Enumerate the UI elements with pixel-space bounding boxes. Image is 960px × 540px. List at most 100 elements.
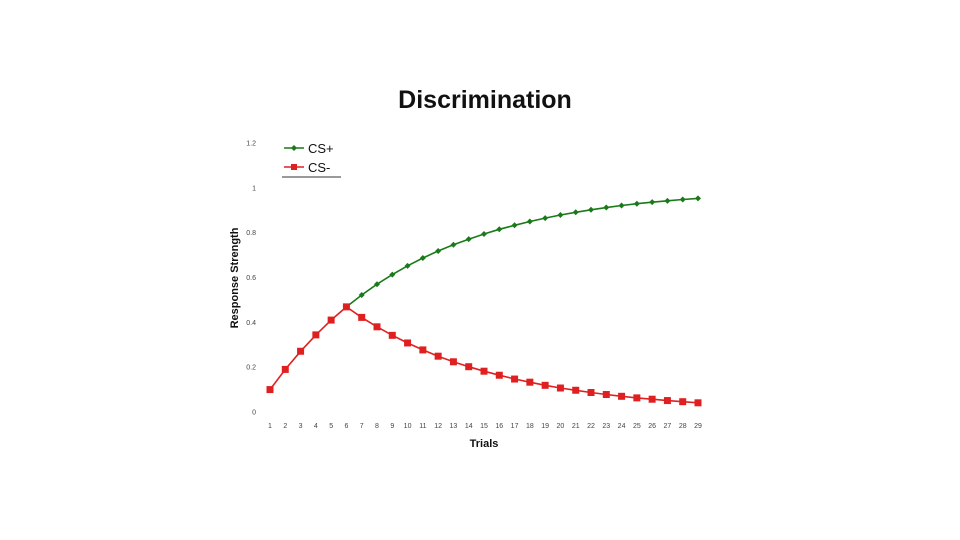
data-point-cs-plus (542, 215, 549, 222)
y-tick-label: 0.8 (246, 230, 256, 237)
x-tick-label: 10 (404, 423, 412, 430)
data-point-cs-minus (434, 352, 442, 360)
y-tick-label: 1 (252, 185, 256, 192)
legend: CS+ CS- (282, 141, 341, 178)
data-point-cs-minus (663, 397, 671, 405)
data-point-cs-minus (556, 384, 564, 392)
data-point-cs-minus (388, 331, 396, 339)
data-point-cs-plus (374, 281, 380, 288)
data-point-cs-minus (480, 367, 488, 375)
data-point-cs-minus (404, 339, 412, 347)
x-tick-label: 7 (360, 423, 364, 430)
x-tick-label: 28 (679, 423, 687, 430)
data-point-cs-plus (557, 211, 564, 218)
x-tick-labels: 1 2 3 4 5 6 7 8 9 10 11 12 13 14 15 16 17 18 19 20 21 22 23 24 2… (268, 423, 702, 430)
data-point-cs-plus (679, 196, 686, 203)
data-point-cs-plus (358, 291, 365, 298)
x-tick-label: 2 (283, 423, 287, 430)
data-point-cs-plus (511, 222, 518, 229)
data-point-cs-minus (694, 399, 702, 407)
data-point-cs-minus (602, 391, 610, 399)
y-tick-label: 1.2 (246, 141, 256, 148)
data-point-cs-minus (572, 386, 580, 394)
legend-label-cs-minus: CS- (308, 160, 330, 175)
y-tick-label: 0.4 (246, 320, 256, 327)
legend-label-cs-plus: CS+ (308, 141, 334, 156)
x-tick-label: 24 (618, 423, 626, 430)
data-point-cs-plus (526, 218, 533, 225)
data-point-cs-plus (496, 226, 503, 233)
x-tick-label: 5 (329, 423, 333, 430)
data-point-cs-minus (648, 395, 656, 403)
y-tick-label: 0 (252, 410, 256, 417)
data-point-cs-plus (695, 195, 701, 202)
data-point-cs-minus (465, 363, 473, 371)
data-point-cs-minus (679, 398, 687, 406)
data-point-cs-minus (633, 394, 641, 402)
data-point-cs-minus (281, 365, 289, 373)
data-point-cs-plus (588, 206, 594, 213)
y-tick-labels: 0 0.2 0.4 0.6 0.8 1 1.2 (246, 141, 256, 417)
data-point-cs-minus (266, 386, 274, 394)
legend-marker-cs-minus (291, 164, 297, 170)
x-tick-label: 25 (633, 423, 641, 430)
data-point-cs-minus (587, 388, 595, 396)
x-tick-label: 14 (465, 423, 473, 430)
data-point-cs-plus (481, 231, 487, 238)
data-point-cs-plus (419, 254, 426, 261)
data-point-cs-minus (327, 316, 335, 324)
data-point-cs-minus (373, 323, 381, 331)
data-point-cs-plus (389, 271, 396, 278)
data-point-cs-minus (541, 381, 549, 389)
x-axis-label: Trials (470, 438, 499, 450)
x-tick-label: 8 (375, 423, 379, 430)
data-point-cs-minus (618, 392, 626, 400)
x-tick-label: 1 (268, 423, 272, 430)
y-tick-label: 0.6 (246, 275, 256, 282)
y-tick-label: 0.2 (246, 365, 256, 372)
data-point-cs-plus (618, 202, 625, 209)
series-layer (266, 195, 702, 407)
x-tick-label: 4 (314, 423, 318, 430)
data-point-cs-plus (633, 200, 640, 207)
x-tick-label: 29 (694, 423, 702, 430)
data-point-cs-minus (342, 303, 350, 311)
legend-marker-cs-plus (291, 145, 297, 151)
chart-title: Discrimination (398, 86, 572, 114)
x-tick-label: 3 (299, 423, 303, 430)
data-point-cs-plus (435, 248, 442, 255)
x-tick-label: 19 (541, 423, 549, 430)
x-tick-label: 21 (572, 423, 580, 430)
data-point-cs-plus (664, 197, 671, 204)
data-point-cs-minus (511, 375, 519, 383)
x-tick-label: 11 (419, 423, 426, 430)
data-point-cs-minus (526, 378, 534, 386)
data-point-cs-minus (449, 358, 457, 366)
x-tick-label: 13 (450, 423, 458, 430)
data-point-cs-plus (649, 199, 656, 206)
x-tick-label: 9 (390, 423, 394, 430)
data-point-cs-plus (465, 236, 472, 243)
x-tick-label: 6 (344, 423, 348, 430)
x-tick-label: 18 (526, 423, 534, 430)
data-point-cs-plus (572, 209, 579, 216)
x-tick-label: 27 (664, 423, 672, 430)
data-point-cs-minus (419, 346, 427, 354)
x-tick-label: 17 (511, 423, 519, 430)
x-tick-label: 22 (587, 423, 595, 430)
x-tick-label: 26 (648, 423, 656, 430)
data-point-cs-minus (495, 371, 503, 379)
x-tick-label: 12 (434, 423, 442, 430)
x-tick-label: 20 (557, 423, 565, 430)
data-point-cs-minus (358, 313, 366, 321)
x-tick-label: 15 (480, 423, 488, 430)
data-point-cs-minus (297, 347, 305, 355)
data-point-cs-plus (404, 262, 411, 269)
x-tick-label: 23 (602, 423, 610, 430)
series-line-cs-plus (345, 197, 699, 308)
data-point-cs-plus (603, 204, 610, 211)
data-point-cs-minus (312, 331, 320, 339)
x-tick-label: 16 (495, 423, 503, 430)
y-axis-label: Response Strength (229, 227, 241, 328)
